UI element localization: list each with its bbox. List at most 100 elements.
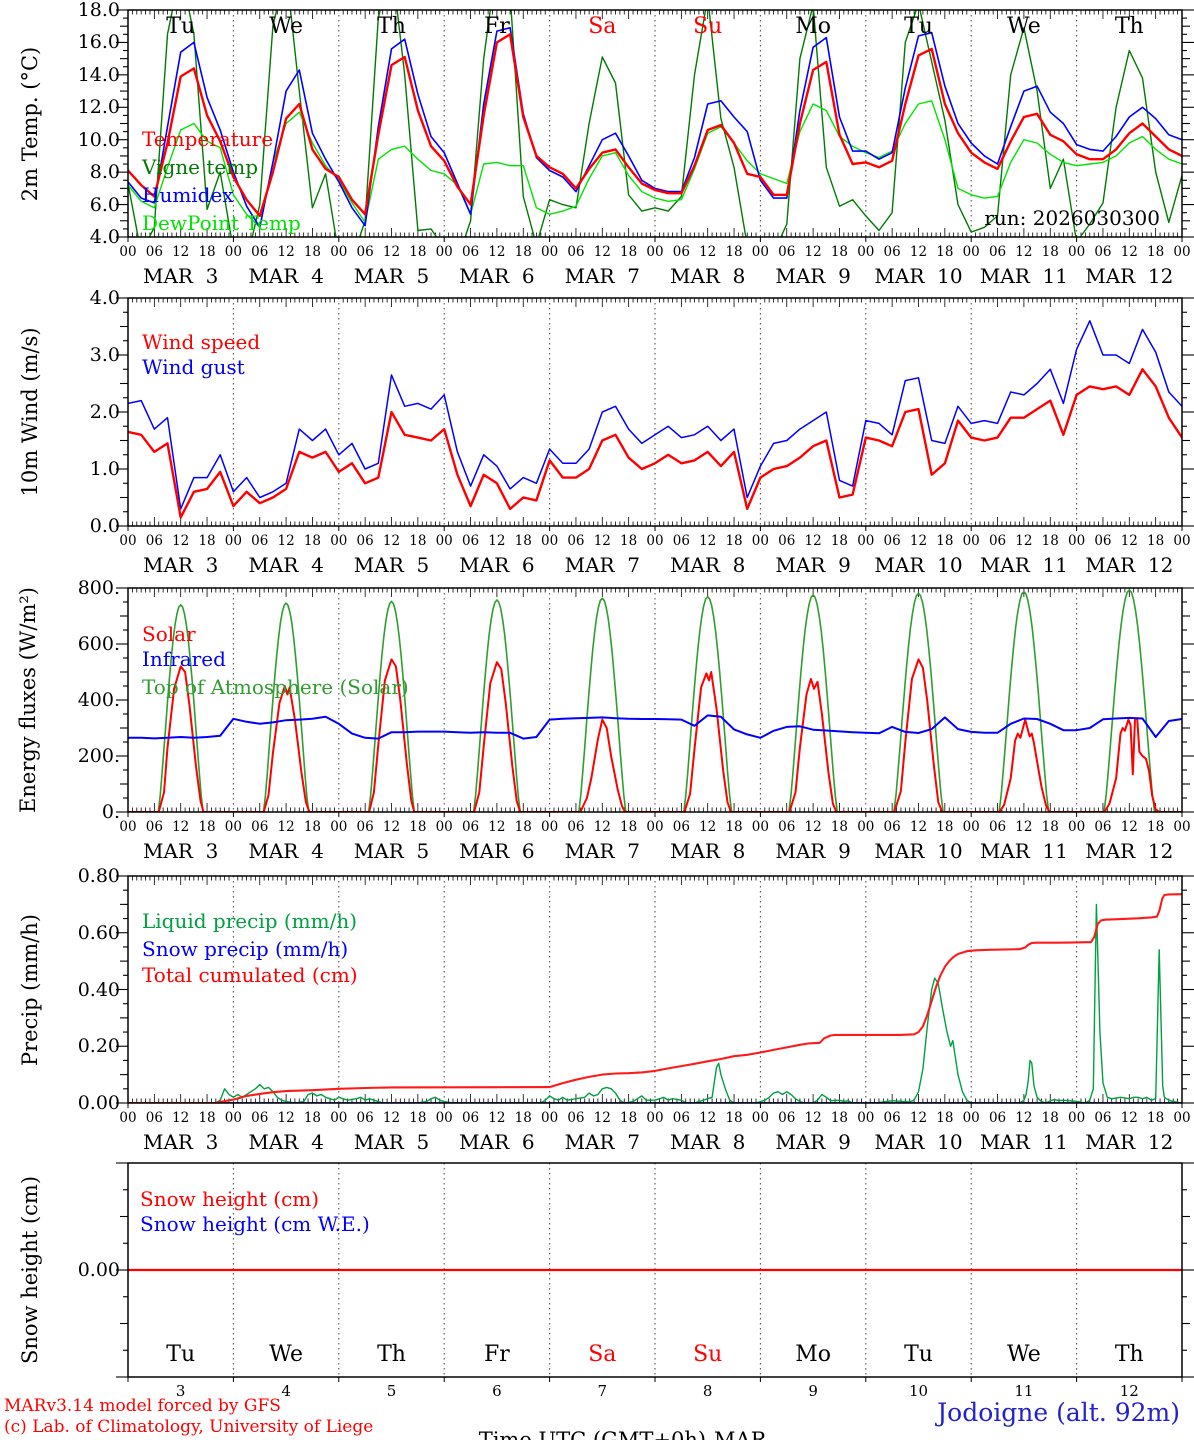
day-number: 5	[386, 1382, 397, 1400]
hour-label: 12	[1120, 244, 1138, 260]
hour-label: 00	[751, 819, 769, 835]
hour-label: 06	[988, 819, 1007, 835]
hour-label: 00	[119, 819, 137, 835]
date-label: MAR 12	[1085, 1130, 1174, 1154]
hour-label: 06	[1094, 244, 1112, 260]
hour-label: 18	[830, 244, 849, 260]
hour-label: 00	[962, 533, 980, 549]
ytick-label: 0.60	[77, 921, 120, 944]
snow-panel-frame	[127, 1162, 1183, 1378]
hour-label: 12	[909, 244, 928, 260]
day-name-top: We	[1006, 14, 1041, 39]
legend-vigne-temp: Vigne temp	[142, 155, 259, 179]
temperature-curve	[128, 33, 1182, 218]
date-label: MAR 9	[775, 1130, 851, 1154]
hour-label: 18	[1147, 819, 1165, 835]
legend-dewpoint-temp: DewPoint Temp	[142, 211, 301, 235]
hour-label: 06	[567, 1110, 585, 1126]
hour-label: 12	[1120, 1110, 1138, 1126]
hour-label: 18	[198, 533, 216, 549]
legend-top-of-atmosphere-solar: Top of Atmosphere (Solar)	[142, 675, 409, 699]
hour-label: 06	[251, 244, 269, 260]
ytick-label: 8.0	[89, 161, 120, 184]
hour-label: 00	[224, 1110, 242, 1126]
hour-label: 12	[488, 533, 506, 549]
legend-total-cumulated-cm: Total cumulated (cm)	[142, 963, 358, 987]
hour-label: 00	[224, 819, 242, 835]
hour-label: 18	[1041, 819, 1059, 835]
date-label: MAR 9	[775, 553, 851, 577]
hour-label: 06	[145, 244, 163, 260]
hour-label: 18	[409, 1110, 427, 1126]
hour-label: 06	[356, 1110, 374, 1126]
hour-label: 12	[909, 533, 928, 549]
ytick-label: 4.0	[89, 287, 120, 309]
hour-label: 18	[725, 533, 743, 549]
hour-label: 18	[198, 244, 216, 260]
hour-label: 06	[145, 1110, 163, 1126]
day-name-top: Tu	[166, 14, 196, 39]
date-label: MAR 3	[142, 553, 219, 577]
date-label: MAR 7	[564, 839, 641, 863]
hour-label: 12	[172, 1110, 190, 1126]
hour-label: 18	[936, 1110, 954, 1126]
station-label: Jodoigne (alt. 92m)	[937, 1398, 1180, 1427]
date-label: MAR 7	[564, 1130, 641, 1154]
day-number: 4	[281, 1382, 291, 1400]
hour-label: 06	[1094, 1110, 1112, 1126]
hour-label: 06	[461, 244, 480, 260]
date-label: MAR 12	[1085, 839, 1174, 863]
ytick-label: 400.	[77, 689, 120, 711]
date-label: MAR 10	[874, 1130, 963, 1154]
hour-label: 06	[461, 1110, 480, 1126]
hour-label: 12	[172, 244, 190, 260]
date-label: MAR 10	[874, 264, 963, 288]
total-cumulated-cm-curve	[128, 893, 1182, 1103]
date-label: MAR 3	[142, 839, 219, 863]
date-label: MAR 10	[874, 839, 963, 863]
hour-label: 06	[356, 244, 374, 260]
day-name-bottom: Th	[377, 1342, 406, 1367]
date-label: MAR 7	[564, 553, 641, 577]
date-label: MAR 5	[353, 553, 430, 577]
ytick-label: 1.0	[89, 458, 120, 480]
day-name-bottom: We	[269, 1342, 304, 1367]
hour-label: 18	[1041, 533, 1059, 549]
hour-label: 18	[936, 244, 954, 260]
hour-label: 18	[303, 533, 322, 549]
hour-label: 06	[672, 244, 690, 260]
hour-label: 18	[514, 1110, 532, 1126]
day-name-bottom: Fr	[484, 1342, 510, 1367]
temperature-curves	[128, 10, 1182, 237]
hour-label: 00	[541, 533, 559, 549]
hour-label: 00	[119, 1110, 137, 1126]
hour-label: 00	[857, 1110, 875, 1126]
hour-label: 12	[593, 1110, 611, 1126]
legend-solar: Solar	[142, 622, 196, 646]
day-number: 3	[175, 1382, 186, 1400]
hour-label: 06	[778, 1110, 796, 1126]
ytick-label: 0.20	[77, 1035, 120, 1058]
liquid-precip-mm-h-curve	[128, 903, 1182, 1103]
hour-label: 12	[593, 819, 611, 835]
date-label: MAR 9	[775, 264, 851, 288]
hour-label: 06	[883, 244, 901, 260]
hour-label: 12	[1015, 819, 1033, 835]
hour-label: 12	[277, 1110, 295, 1126]
hour-label: 18	[725, 1110, 743, 1126]
hour-label: 12	[804, 244, 822, 260]
hour-label: 00	[1068, 244, 1086, 260]
hour-label: 12	[699, 819, 717, 835]
hour-label: 06	[988, 244, 1007, 260]
day-number: 11	[1014, 1382, 1034, 1400]
hour-label: 00	[1173, 244, 1191, 260]
day-name-top: Fr	[484, 14, 510, 39]
legend-infrared: Infrared	[142, 647, 226, 671]
day-name-bottom: Th	[1114, 1342, 1144, 1367]
hour-label: 00	[857, 819, 875, 835]
wind-axis-title: 10m Wind (m/s)	[18, 327, 42, 497]
ytick-label: 10.0	[77, 128, 120, 151]
hour-label: 00	[541, 819, 559, 835]
hour-label: 18	[620, 244, 638, 260]
